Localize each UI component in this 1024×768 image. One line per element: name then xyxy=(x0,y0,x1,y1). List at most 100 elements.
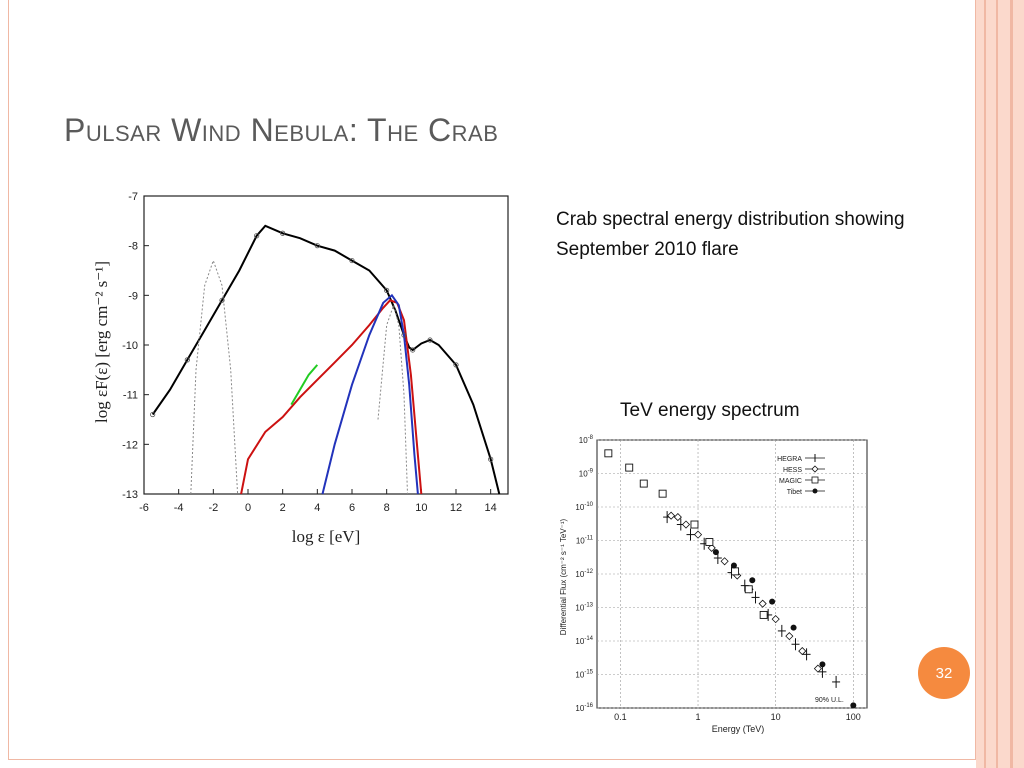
tev-xlabel: Energy (TeV) xyxy=(712,724,765,734)
tev-point-hess xyxy=(813,664,822,673)
tev-y-tick-label: 10-13 xyxy=(575,603,593,613)
tev-y-tick-label: 10-15 xyxy=(575,670,593,680)
tev-y-tick-exponent: -9 xyxy=(588,469,594,475)
tev-point-magic xyxy=(639,479,648,488)
tev-x-tick-label: 0.1 xyxy=(614,712,627,722)
sed-x-tick-label: -6 xyxy=(139,502,149,514)
tev-point-magic xyxy=(625,463,634,472)
tev-x-tick-label: 10 xyxy=(771,712,781,722)
sed-x-tick-label: 4 xyxy=(314,502,320,514)
tev-y-tick-base: 10 xyxy=(575,604,584,613)
sed-data-point xyxy=(314,243,320,249)
page-number-badge: 32 xyxy=(918,647,970,699)
tev-y-tick-exponent: -16 xyxy=(584,703,593,709)
sed-x-tick-label: 12 xyxy=(450,502,462,514)
sed-data-point xyxy=(401,332,407,338)
tev-point-magic xyxy=(658,489,667,498)
tev-point-hegra xyxy=(777,624,786,637)
tev-x-tick-label: 100 xyxy=(846,712,861,722)
tev-y-tick-base: 10 xyxy=(579,470,588,479)
sed-y-tick-label: -7 xyxy=(128,191,138,203)
tev-y-tick-exponent: -15 xyxy=(584,670,593,676)
tev-point-hegra xyxy=(832,675,841,688)
sed-series-line xyxy=(190,259,239,495)
tev-point-hegra xyxy=(802,648,811,661)
tev-point-hegra xyxy=(686,528,695,541)
tev-y-tick-exponent: -10 xyxy=(584,502,593,508)
tev-point-hess xyxy=(785,632,794,641)
tev-y-tick-base: 10 xyxy=(575,570,584,579)
tev-point-magic xyxy=(731,567,740,576)
tev-chart: 0.1 1 10 10010-810-910-1010-1110-1210-1310-… xyxy=(553,432,883,742)
tev-legend: HEGRA HESS MAGIC Tibet xyxy=(777,454,825,496)
tev-annotation-ul: 90% U.L. xyxy=(815,697,844,704)
tev-point-tibet xyxy=(712,549,719,556)
sed-x-tick-label: 8 xyxy=(384,502,390,514)
tev-point-hess xyxy=(693,530,703,539)
sed-y-tick-label: -13 xyxy=(122,489,138,501)
sed-y-tick-label: -8 xyxy=(128,241,138,253)
tev-point-hegra xyxy=(751,591,760,604)
tev-y-tick-label: 10-9 xyxy=(579,469,594,479)
tev-point-hegra xyxy=(791,638,800,651)
tev-point-hess xyxy=(771,615,780,624)
sed-y-tick-label: -11 xyxy=(123,390,138,402)
tev-legend-label: HESS xyxy=(783,467,802,474)
sed-data-point xyxy=(349,257,355,264)
tev-point-tibet xyxy=(819,661,826,668)
sed-data-point xyxy=(427,337,433,343)
sed-series-line xyxy=(240,299,423,495)
sed-y-tick-label: -12 xyxy=(122,439,138,451)
tev-ylabel: Differential Flux (cm⁻² s⁻¹ TeV⁻¹) xyxy=(559,518,568,635)
tev-y-tick-base: 10 xyxy=(575,704,584,713)
sed-data-point xyxy=(453,362,459,368)
tev-y-tick-base: 10 xyxy=(576,537,585,546)
sed-series-line xyxy=(290,364,319,406)
right-stripe-line-2 xyxy=(996,0,998,768)
sed-caption: Crab spectral energy distribution showin… xyxy=(556,209,905,260)
tev-point-hess xyxy=(758,599,767,608)
tev-point-hess xyxy=(798,647,807,656)
sed-data-point xyxy=(254,233,260,239)
tev-caption: TeV energy spectrum xyxy=(620,400,800,421)
sed-x-tick-label: 10 xyxy=(415,502,427,514)
sed-x-tick-label: 6 xyxy=(349,502,355,514)
sed-data-point xyxy=(219,297,225,303)
tev-point-magic xyxy=(744,585,753,594)
sed-chart: -6 -4 -2 0 2 4 6 8 10 12 14 -7 -8 -9 -10 -11 -12 -13 log … xyxy=(80,182,530,557)
right-stripe-line-3 xyxy=(1010,0,1013,768)
tev-legend-marker xyxy=(811,465,819,473)
tev-point-hegra xyxy=(818,665,827,678)
sed-x-tick-label: -2 xyxy=(208,502,218,514)
tev-y-tick-label: 10-16 xyxy=(575,703,593,713)
tev-point-hess xyxy=(707,543,716,552)
tev-point-tibet xyxy=(749,577,756,584)
tev-point-tibet xyxy=(850,702,857,709)
tev-y-tick-label: 10-12 xyxy=(575,569,593,579)
tev-y-tick-exponent: -12 xyxy=(584,569,593,575)
tev-point-hess xyxy=(720,557,729,566)
right-stripe-line-1 xyxy=(984,0,986,768)
sed-x-tick-label: 0 xyxy=(245,502,251,514)
tev-point-hess xyxy=(681,520,691,529)
tev-y-tick-base: 10 xyxy=(575,503,584,512)
tev-point-tibet xyxy=(769,598,776,605)
slide-frame xyxy=(8,0,976,760)
sed-y-tick-label: -9 xyxy=(128,290,138,302)
tev-y-tick-exponent: -8 xyxy=(588,435,594,441)
sed-ylabel: log εF(ε) [erg cm⁻² s⁻¹] xyxy=(92,261,111,423)
tev-y-tick-base: 10 xyxy=(575,637,584,646)
tev-point-magic xyxy=(604,449,613,458)
tev-legend-marker xyxy=(811,476,819,484)
tev-y-tick-label: 10-14 xyxy=(575,636,593,646)
tev-y-tick-label: 10-10 xyxy=(575,502,593,512)
tev-point-magic xyxy=(759,610,768,619)
tev-point-tibet xyxy=(790,624,797,631)
sed-x-tick-label: -4 xyxy=(174,502,184,514)
tev-legend-label: MAGIC xyxy=(779,478,802,485)
tev-y-tick-base: 10 xyxy=(575,671,584,680)
tev-point-tibet xyxy=(730,562,737,569)
tev-legend-label: HEGRA xyxy=(777,456,802,463)
sed-x-tick-label: 2 xyxy=(280,502,286,514)
tev-y-tick-exponent: -13 xyxy=(584,603,593,609)
